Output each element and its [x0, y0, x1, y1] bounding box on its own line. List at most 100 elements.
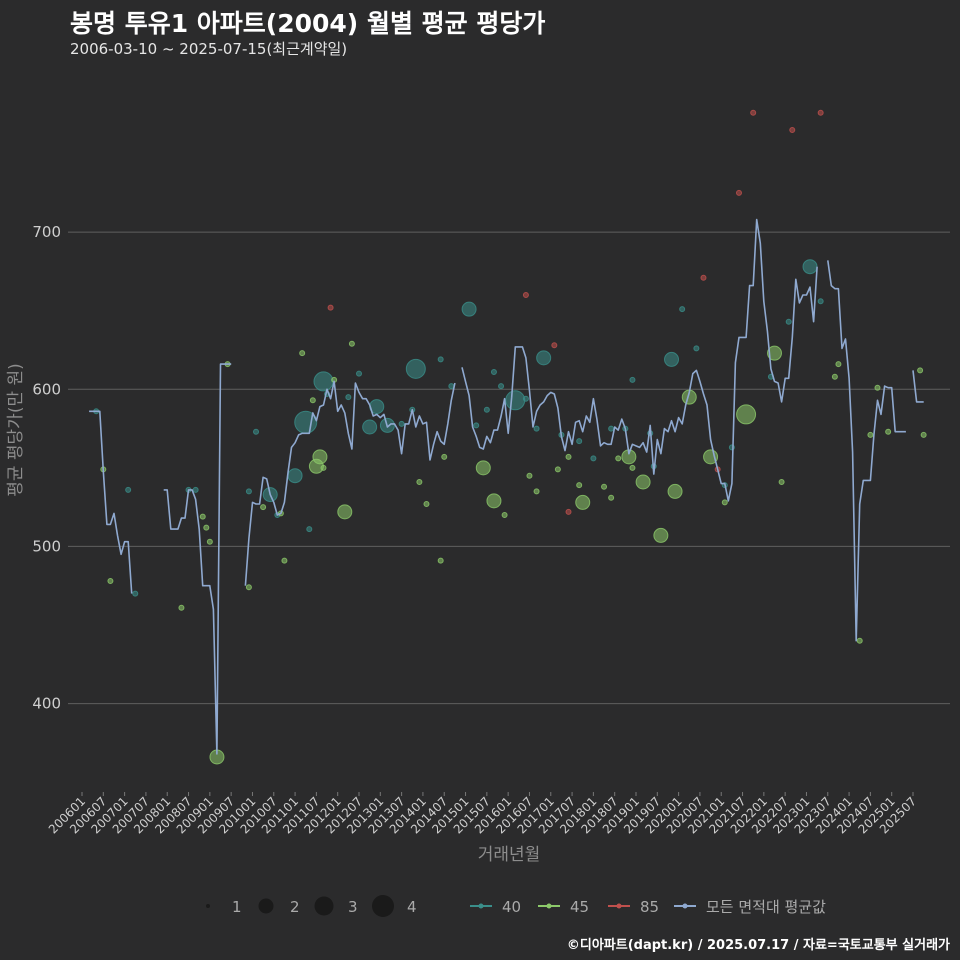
- point-45-37: [629, 464, 636, 471]
- point-40-2: [132, 590, 139, 597]
- average-line-segment-0: [89, 410, 133, 594]
- point-85-3: [565, 508, 572, 515]
- point-40-4: [192, 486, 199, 493]
- series-45-points: [100, 340, 927, 765]
- point-40-6: [253, 428, 260, 435]
- legend-size-swatch-1: [206, 904, 210, 908]
- point-40-1: [125, 486, 132, 493]
- point-40-25: [473, 422, 480, 429]
- point-40-11: [306, 526, 313, 533]
- average-line-segment-5: [912, 370, 924, 403]
- legend-size-swatch-3: [314, 896, 334, 916]
- point-40-9: [287, 468, 303, 484]
- point-45-12: [299, 350, 306, 357]
- point-40-35: [590, 455, 597, 462]
- legend-point-swatch-0: [478, 903, 484, 909]
- legend-size-label-4: 4: [407, 898, 417, 916]
- legend-size-label-1: 1: [232, 898, 242, 916]
- legend-point-swatch-1: [546, 903, 552, 909]
- point-40-38: [629, 376, 636, 383]
- average-line-segment-4: [827, 260, 906, 642]
- point-40-21: [405, 358, 426, 379]
- legend-label-0: 40: [502, 898, 521, 916]
- point-45-9: [260, 504, 267, 511]
- point-45-29: [554, 466, 561, 473]
- legend-label-3: 모든 면적대 평균값: [706, 898, 826, 916]
- point-45-33: [601, 483, 608, 490]
- point-45-25: [486, 493, 502, 509]
- point-45-34: [608, 494, 615, 501]
- y-axis-label: 평균 평당가(만 원): [6, 363, 26, 497]
- point-45-38: [635, 474, 651, 490]
- point-40-24: [461, 301, 477, 317]
- point-40-5: [245, 488, 252, 495]
- point-85-4: [700, 274, 707, 281]
- point-45-48: [835, 361, 842, 368]
- series-40-points: [93, 259, 824, 597]
- average-line-segment-1: [163, 363, 232, 755]
- point-45-2: [178, 604, 185, 611]
- point-40-19: [398, 420, 405, 427]
- point-45-54: [920, 431, 927, 438]
- point-45-24: [475, 460, 491, 476]
- point-45-28: [533, 488, 540, 495]
- series-85-points: [327, 109, 824, 515]
- point-45-23: [441, 453, 448, 460]
- point-45-4: [203, 524, 210, 531]
- point-45-32: [575, 494, 591, 510]
- point-45-46: [778, 479, 785, 485]
- point-40-27: [490, 369, 497, 375]
- average-line-segment-2: [244, 380, 456, 586]
- point-40-48: [802, 259, 818, 275]
- point-40-30: [522, 395, 529, 402]
- point-45-52: [885, 428, 892, 435]
- point-40-43: [693, 345, 700, 352]
- legend-size-label-3: 3: [348, 898, 358, 916]
- point-40-29: [505, 390, 526, 411]
- legend-size-label-2: 2: [290, 898, 300, 916]
- point-40-41: [664, 351, 680, 367]
- y-tick-label-700: 700: [32, 223, 61, 241]
- point-45-43: [721, 499, 728, 506]
- point-45-50: [867, 431, 874, 438]
- point-45-1: [107, 578, 114, 584]
- point-45-30: [565, 453, 572, 460]
- point-45-51: [874, 384, 881, 391]
- legend-label-1: 45: [570, 898, 589, 916]
- point-45-13: [309, 397, 316, 404]
- point-45-47: [831, 373, 838, 380]
- legend-size-swatch-2: [258, 898, 274, 914]
- legend-point-swatch-3: [682, 903, 688, 909]
- point-45-19: [348, 340, 355, 347]
- point-45-20: [416, 479, 423, 485]
- x-tick-labels: 2006012006072007012007072008012008072009…: [46, 792, 919, 837]
- point-45-45: [767, 345, 782, 361]
- point-40-28: [498, 383, 505, 390]
- point-40-31: [533, 425, 540, 432]
- point-45-18: [337, 504, 353, 520]
- point-85-6: [735, 189, 742, 196]
- y-tick-label-500: 500: [32, 537, 61, 555]
- point-45-3: [199, 513, 206, 520]
- point-85-2: [551, 342, 558, 349]
- point-85-1: [522, 292, 529, 298]
- point-45-35: [615, 455, 622, 462]
- y-tick-label-600: 600: [32, 380, 61, 398]
- chart-title: 봉명 투유1 아파트(2004) 월별 평균 평당가: [70, 9, 546, 38]
- point-45-15: [312, 449, 328, 465]
- point-45-40: [667, 483, 683, 499]
- footer-credit: ©디아파트(dapt.kr) / 2025.07.17 / 자료=국토교통부 실…: [566, 938, 950, 953]
- legend-size-swatch-4: [372, 895, 394, 917]
- point-85-7: [750, 109, 757, 116]
- point-45-39: [653, 527, 669, 543]
- point-45-26: [501, 512, 508, 518]
- point-45-5: [206, 538, 213, 545]
- point-40-12: [313, 371, 334, 392]
- point-45-31: [576, 482, 583, 489]
- point-45-16: [320, 464, 327, 471]
- point-45-49: [856, 637, 863, 644]
- point-40-36: [608, 425, 615, 432]
- point-85-0: [327, 304, 334, 311]
- point-40-42: [679, 306, 686, 313]
